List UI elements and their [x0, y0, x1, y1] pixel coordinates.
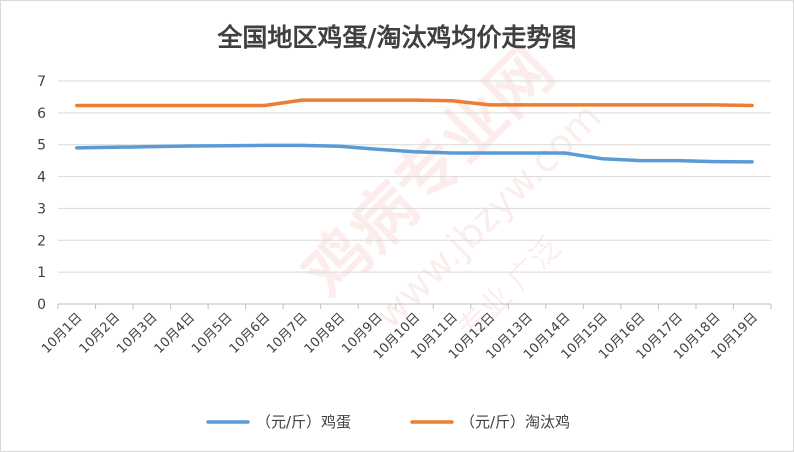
x-tick-label: 10月5日: [189, 310, 236, 357]
y-tick-label-7: 7: [37, 74, 46, 90]
series-line-1: [75, 98, 754, 108]
x-tick-label: 10月2日: [77, 310, 124, 357]
x-tick-label: 10月8日: [302, 310, 349, 357]
y-tick-label-0: 0: [37, 297, 46, 313]
y-tick-label-5: 5: [37, 138, 46, 154]
y-tick-label-3: 3: [37, 201, 46, 217]
y-tick-label-4: 4: [37, 170, 46, 186]
gridlines: [58, 80, 771, 305]
y-tick-label-2: 2: [37, 233, 46, 249]
x-tick-label: 10月1日: [39, 310, 86, 357]
series-line-0: [75, 143, 754, 164]
x-tick-label: 10月6日: [227, 310, 274, 357]
x-tick-label: 10月7日: [264, 310, 311, 357]
y-tick-label-1: 1: [37, 265, 46, 281]
x-tick-label: 10月4日: [152, 310, 199, 357]
legend-label-0: （元/斤）鸡蛋: [256, 413, 351, 431]
legend-label-1: （元/斤）淘汰鸡: [460, 413, 570, 431]
y-axis-ticks: 0 1 2 3 4 5 6 7: [37, 74, 46, 313]
series-lines: [75, 98, 754, 164]
y-tick-label-6: 6: [37, 106, 46, 122]
chart-title: 全国地区鸡蛋/淘汰鸡均价走势图: [216, 23, 576, 52]
x-tick-label: 10月3日: [114, 310, 161, 357]
legend: （元/斤）鸡蛋 （元/斤）淘汰鸡: [206, 413, 570, 431]
